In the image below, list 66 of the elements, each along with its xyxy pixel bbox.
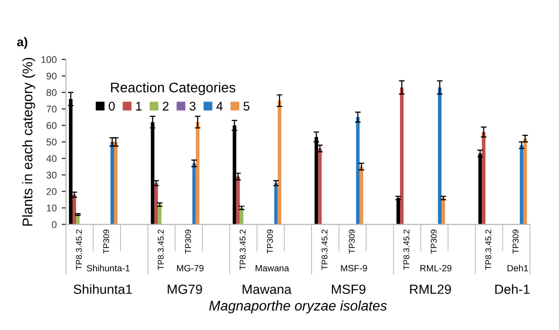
x-tick-label: TP8.3.45.2 — [485, 230, 492, 270]
bar — [438, 87, 442, 224]
y-tick-label: 10 — [46, 204, 57, 212]
y-tick-label: 40 — [46, 155, 57, 162]
bar — [314, 136, 318, 224]
x-tick-label: TP8.3.45.2 — [240, 230, 246, 270]
y-tick-label: 0 — [52, 221, 57, 228]
text: MSF-9 — [341, 264, 368, 272]
bar — [482, 132, 486, 224]
bar — [278, 100, 282, 224]
legend-label: 4 — [216, 102, 223, 110]
bar — [523, 138, 527, 224]
bar — [360, 166, 364, 224]
text: Mawana — [242, 284, 292, 294]
text: Shihunta1 — [74, 284, 132, 294]
text: MG-79 — [177, 264, 204, 272]
text: Mawana — [256, 265, 290, 272]
x-axis-title: Magnaporthe oryzae isolates — [209, 300, 387, 314]
y-tick-label: 90 — [46, 72, 57, 80]
y-tick-label: 100 — [41, 56, 57, 64]
y-tick-label: 50 — [46, 138, 57, 146]
bar — [196, 122, 200, 224]
y-tick-label: 70 — [46, 106, 57, 113]
legend-label: 2 — [162, 102, 168, 110]
text: a) — [17, 37, 28, 49]
bar — [356, 117, 360, 224]
legend-label: 5 — [244, 102, 250, 111]
text: Shihunta-1 — [86, 264, 130, 272]
y-axis-title: Plants in each category (%) — [22, 58, 36, 226]
bar — [110, 142, 114, 224]
x-tick-label: TP309 — [348, 230, 355, 254]
text: MSF9 — [332, 284, 366, 294]
x-tick-label: TP309 — [103, 230, 110, 254]
bar — [400, 87, 404, 224]
bar — [236, 176, 240, 224]
x-tick-label: TP309 — [430, 230, 437, 254]
y-tick-label: 80 — [46, 89, 57, 96]
x-tick-label: TP8.3.45.2 — [322, 230, 328, 270]
bar — [72, 194, 76, 224]
text: Deh1 — [508, 264, 528, 272]
bar — [318, 148, 322, 224]
x-tick-label: TP8.3.45.2 — [76, 230, 82, 270]
x-tick-label: TP8.3.45.2 — [158, 230, 164, 270]
text: MG79 — [168, 284, 202, 294]
bar — [520, 145, 524, 224]
bar — [396, 198, 400, 224]
legend-label: 3 — [190, 102, 196, 111]
text: Deh-1 — [495, 284, 530, 294]
bar — [192, 163, 196, 224]
bar — [478, 153, 482, 224]
legend-title: Reaction Categories — [111, 82, 236, 96]
x-tick-label: TP8.3.45.2 — [403, 230, 410, 270]
y-tick-label: 60 — [46, 122, 57, 130]
bar — [154, 183, 158, 224]
bar — [274, 183, 278, 224]
text: RML-29 — [420, 264, 452, 272]
text: RML29 — [410, 284, 451, 294]
x-tick-label: TP309 — [266, 230, 273, 254]
bar — [114, 142, 118, 224]
x-tick-label: TP309 — [512, 230, 519, 254]
bar — [442, 198, 446, 224]
y-tick-label: 30 — [46, 172, 57, 179]
legend-label: 1 — [136, 102, 142, 110]
x-tick-label: TP309 — [185, 230, 192, 254]
y-tick-label: 20 — [46, 188, 57, 196]
legend-label: 0 — [108, 102, 115, 111]
